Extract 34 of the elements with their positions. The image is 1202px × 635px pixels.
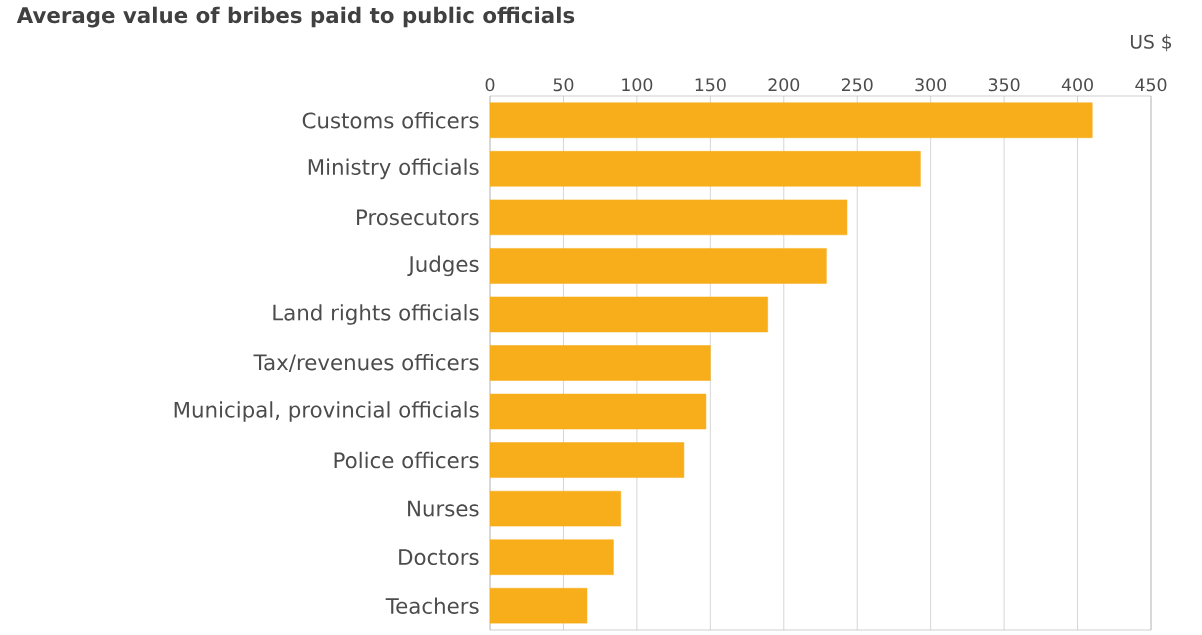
text: Average value of bribes paid to public officials: [16, 6, 575, 28]
x-tick-label: 0: [485, 78, 495, 92]
bar: [490, 539, 614, 575]
x-tick-label: 400: [1061, 78, 1093, 92]
x-tick-label: 150: [695, 78, 726, 92]
y-tick-label: Doctors: [399, 549, 479, 566]
y-tick-label: Land rights officials: [273, 304, 479, 325]
y-tick-label: Prosecutors: [357, 209, 479, 226]
x-tick-label: 200: [768, 78, 800, 92]
bar: [490, 393, 707, 430]
y-tick-label: Customs officers: [302, 112, 479, 129]
bar: [490, 102, 1093, 139]
y-tick-label: Judges: [407, 255, 479, 277]
bar: [490, 296, 768, 333]
x-tick-label: 350: [988, 78, 1020, 92]
bar: [490, 587, 588, 624]
bar: [490, 345, 711, 381]
y-tick-label: Municipal, provincial officials: [174, 401, 479, 422]
x-tick-label: 300: [915, 78, 947, 92]
bar: [490, 151, 921, 187]
bar: [490, 490, 622, 527]
x-tick-label: 100: [622, 78, 653, 92]
x-tick-label: 450: [1135, 78, 1167, 92]
y-tick-label: Teachers: [385, 597, 479, 614]
bar: [490, 248, 827, 284]
y-tick-label: Ministry officials: [308, 158, 479, 180]
x-tick-label: 250: [841, 78, 873, 92]
y-tick-label: Police officers: [334, 451, 479, 469]
x-tick-label: 50: [553, 78, 574, 92]
x-axis-title: US $: [1130, 34, 1172, 52]
bar: [490, 199, 848, 236]
bar: [490, 442, 685, 478]
y-tick-label: Nurses: [408, 500, 479, 517]
y-tick-label: Tax/revenues officers: [253, 353, 479, 373]
